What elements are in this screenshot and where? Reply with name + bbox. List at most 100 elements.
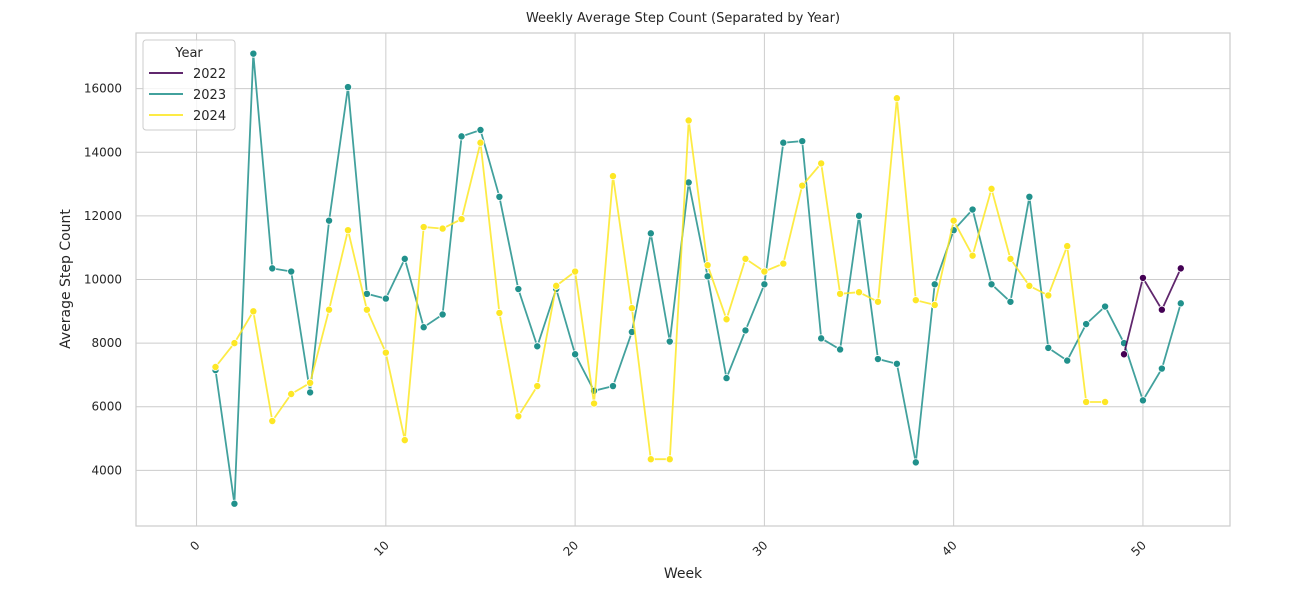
data-point xyxy=(684,116,693,125)
data-point xyxy=(362,305,371,314)
data-point xyxy=(249,307,258,316)
data-point xyxy=(1025,281,1034,290)
data-point xyxy=(1044,343,1053,352)
series-2023 xyxy=(211,49,1185,508)
data-point xyxy=(495,308,504,317)
y-tick-label: 14000 xyxy=(84,145,122,159)
legend: Year 2022 2023 2024 xyxy=(142,39,236,131)
data-point xyxy=(514,285,523,294)
data-point xyxy=(249,49,258,58)
data-point xyxy=(287,267,296,276)
x-tick-label: 30 xyxy=(750,538,771,559)
data-point xyxy=(268,417,277,426)
data-point xyxy=(873,297,882,306)
x-tick-label: 10 xyxy=(371,538,392,559)
y-tick-label: 12000 xyxy=(84,209,122,223)
data-point xyxy=(798,181,807,190)
series-2024 xyxy=(211,94,1110,464)
data-point xyxy=(968,251,977,260)
data-point xyxy=(306,378,315,387)
data-point xyxy=(230,499,239,508)
data-point xyxy=(571,267,580,276)
data-point xyxy=(1082,320,1091,329)
series-layer xyxy=(211,49,1185,508)
series-line-2024 xyxy=(214,98,1106,461)
data-point xyxy=(817,159,826,168)
data-point xyxy=(457,215,466,224)
data-point xyxy=(741,254,750,263)
data-point xyxy=(438,310,447,319)
data-point xyxy=(911,296,920,305)
data-point xyxy=(779,259,788,268)
data-point xyxy=(722,374,731,383)
data-point xyxy=(646,455,655,464)
data-point xyxy=(760,267,769,276)
data-point xyxy=(343,226,352,235)
data-point xyxy=(1063,242,1072,251)
data-point xyxy=(930,280,939,289)
legend-box xyxy=(142,39,236,131)
data-point xyxy=(211,362,220,371)
data-point xyxy=(400,254,409,263)
data-point xyxy=(608,382,617,391)
data-point xyxy=(552,281,561,290)
data-point xyxy=(968,205,977,214)
data-point xyxy=(230,339,239,348)
y-tick-label: 4000 xyxy=(91,463,122,477)
plot-frame xyxy=(135,32,1231,527)
data-point xyxy=(892,359,901,368)
legend-label: 2022 xyxy=(193,67,226,82)
data-point xyxy=(1138,273,1147,282)
data-point xyxy=(1006,254,1015,263)
data-point xyxy=(1157,364,1166,373)
x-tick-label: 0 xyxy=(187,538,202,553)
legend-label: 2024 xyxy=(193,109,226,124)
data-point xyxy=(987,280,996,289)
data-point xyxy=(646,229,655,238)
data-point xyxy=(268,264,277,273)
data-point xyxy=(1063,356,1072,365)
data-point xyxy=(514,412,523,421)
data-point xyxy=(476,126,485,135)
data-point xyxy=(533,382,542,391)
data-point xyxy=(381,348,390,357)
data-point xyxy=(665,337,674,346)
data-point xyxy=(1157,305,1166,314)
series-line-2022 xyxy=(1123,268,1182,355)
data-point xyxy=(457,132,466,141)
data-point xyxy=(836,289,845,298)
data-point xyxy=(855,211,864,220)
data-point xyxy=(590,399,599,408)
data-point xyxy=(1082,397,1091,406)
data-point xyxy=(325,216,334,225)
data-point xyxy=(325,305,334,314)
data-point xyxy=(873,355,882,364)
data-point xyxy=(1006,297,1015,306)
data-point xyxy=(1138,396,1147,405)
legend-label: 2023 xyxy=(193,88,226,103)
x-tick-label: 50 xyxy=(1128,538,1149,559)
data-point xyxy=(438,224,447,233)
data-point xyxy=(343,83,352,92)
y-tick-label: 16000 xyxy=(84,82,122,96)
data-point xyxy=(798,137,807,146)
data-point xyxy=(1120,350,1129,359)
data-point xyxy=(533,342,542,351)
data-point xyxy=(949,216,958,225)
data-point xyxy=(760,280,769,289)
data-point xyxy=(1101,397,1110,406)
data-point xyxy=(287,390,296,399)
x-tick-label: 40 xyxy=(939,538,960,559)
data-point xyxy=(608,172,617,181)
series-line-2023 xyxy=(214,53,1182,504)
data-point xyxy=(495,192,504,201)
y-tick-label: 10000 xyxy=(84,273,122,287)
data-point xyxy=(836,345,845,354)
data-point xyxy=(476,138,485,147)
series-2022 xyxy=(1120,264,1185,359)
data-point xyxy=(381,294,390,303)
chart-title: Weekly Average Step Count (Separated by … xyxy=(526,11,840,26)
data-point xyxy=(665,455,674,464)
data-point xyxy=(627,304,636,313)
